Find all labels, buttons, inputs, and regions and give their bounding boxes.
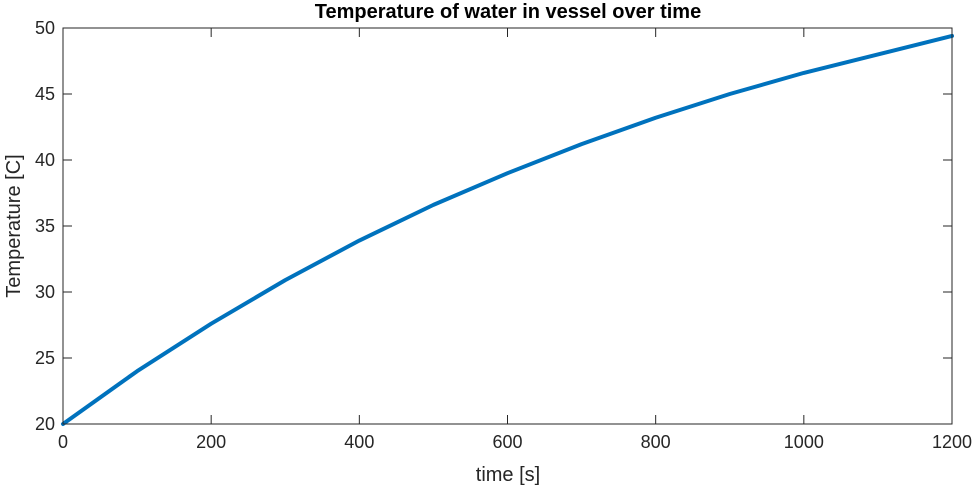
plot-area bbox=[63, 28, 952, 424]
x-tick-label: 800 bbox=[641, 432, 671, 452]
y-tick-label: 30 bbox=[35, 282, 55, 302]
chart-title: Temperature of water in vessel over time bbox=[315, 1, 701, 23]
x-tick-label: 1200 bbox=[932, 432, 972, 452]
y-tick-label: 50 bbox=[35, 18, 55, 38]
x-axis-label: time [s] bbox=[476, 464, 540, 486]
x-tick-label: 400 bbox=[344, 432, 374, 452]
y-tick-label: 45 bbox=[35, 84, 55, 104]
y-axis-ticks: 20 25 30 35 40 45 50 bbox=[35, 18, 952, 434]
x-tick-label: 1000 bbox=[784, 432, 824, 452]
y-axis-label: Temperature [C] bbox=[3, 154, 25, 297]
y-tick-label: 20 bbox=[35, 414, 55, 434]
y-tick-label: 40 bbox=[35, 150, 55, 170]
x-tick-label: 0 bbox=[58, 432, 68, 452]
y-tick-label: 25 bbox=[35, 348, 55, 368]
series-layer bbox=[61, 33, 954, 426]
x-tick-label: 200 bbox=[196, 432, 226, 452]
x-tick-label: 600 bbox=[492, 432, 522, 452]
x-axis-ticks: 0 200 400 600 800 1000 1200 bbox=[58, 28, 972, 452]
series-line-0 bbox=[61, 33, 954, 426]
y-tick-label: 35 bbox=[35, 216, 55, 236]
